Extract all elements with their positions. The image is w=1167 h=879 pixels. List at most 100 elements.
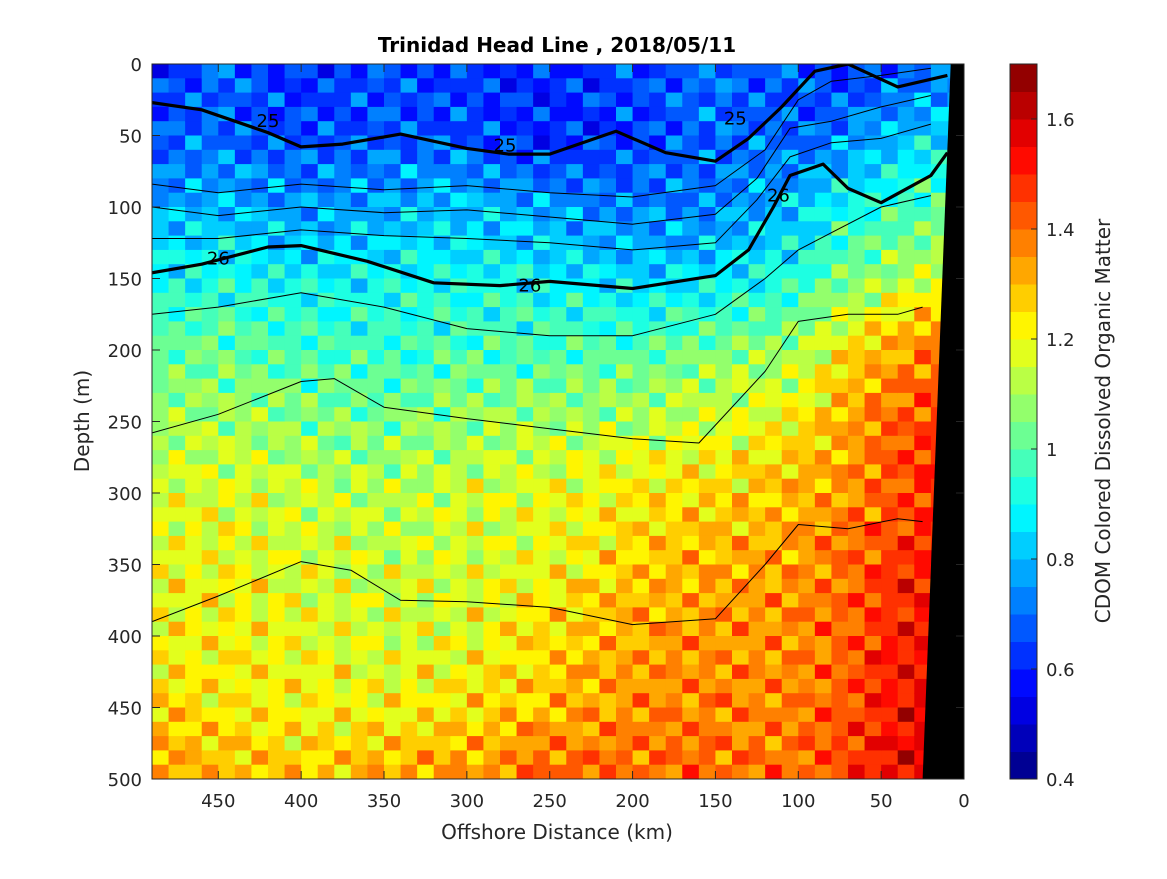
heatmap-cell bbox=[185, 478, 203, 494]
heatmap-cell bbox=[582, 407, 601, 423]
heatmap-cell bbox=[516, 149, 534, 165]
heatmap-cell bbox=[582, 392, 601, 408]
heatmap-cell bbox=[466, 407, 485, 423]
heatmap-cell bbox=[649, 249, 667, 265]
heatmap-cell bbox=[897, 378, 915, 394]
heatmap-cell bbox=[284, 621, 302, 637]
heatmap-cell bbox=[152, 321, 170, 337]
heatmap-cell bbox=[864, 736, 882, 751]
heatmap-cell bbox=[881, 106, 899, 122]
heatmap-cell bbox=[781, 736, 799, 751]
heatmap-cell bbox=[848, 421, 866, 437]
heatmap-cell bbox=[533, 121, 551, 137]
heatmap-cell bbox=[765, 493, 783, 508]
heatmap-cell bbox=[897, 621, 915, 637]
heatmap-cell bbox=[284, 464, 302, 480]
heatmap-cell bbox=[649, 736, 667, 751]
heatmap-cell bbox=[218, 335, 236, 351]
heatmap-cell bbox=[516, 321, 534, 337]
heatmap-cell bbox=[682, 135, 700, 151]
heatmap-cell bbox=[549, 678, 567, 694]
heatmap-cell bbox=[682, 421, 700, 437]
heatmap-cell bbox=[616, 435, 634, 451]
heatmap-cell bbox=[301, 550, 319, 566]
heatmap-cell bbox=[168, 192, 186, 208]
heatmap-cell bbox=[384, 178, 402, 194]
heatmap-cell bbox=[450, 364, 468, 380]
heatmap-cell bbox=[665, 221, 683, 237]
heatmap-cell bbox=[616, 350, 634, 365]
heatmap-cell bbox=[234, 593, 253, 608]
heatmap-cell bbox=[350, 750, 369, 766]
heatmap-cell bbox=[234, 421, 253, 437]
heatmap-cell bbox=[516, 636, 534, 651]
heatmap-cell bbox=[284, 192, 302, 208]
heatmap-cell bbox=[897, 392, 915, 408]
heatmap-cell bbox=[748, 621, 766, 637]
heatmap-cell bbox=[582, 693, 601, 709]
heatmap-cell bbox=[251, 421, 269, 437]
heatmap-cell bbox=[152, 707, 170, 723]
heatmap-cell bbox=[765, 678, 783, 694]
heatmap-cell bbox=[682, 78, 700, 94]
heatmap-cell bbox=[864, 364, 882, 380]
heatmap-cell bbox=[268, 478, 286, 494]
heatmap-cell bbox=[533, 64, 551, 79]
heatmap-cell bbox=[566, 521, 584, 537]
y-tick-label: 350 bbox=[108, 556, 142, 577]
heatmap-cell bbox=[599, 264, 617, 280]
heatmap-cell bbox=[450, 736, 468, 751]
heatmap-cell bbox=[665, 736, 683, 751]
heatmap-cell bbox=[450, 764, 468, 779]
colorbar-swatch bbox=[1010, 64, 1037, 92]
heatmap-cell bbox=[450, 407, 468, 423]
heatmap-cell bbox=[201, 450, 219, 465]
heatmap-cell bbox=[765, 750, 783, 766]
heatmap-cell bbox=[914, 650, 932, 666]
heatmap-cell bbox=[417, 550, 435, 566]
heatmap-cell bbox=[831, 521, 849, 537]
heatmap-cell bbox=[831, 135, 849, 151]
heatmap-cell bbox=[864, 550, 882, 566]
heatmap-cell bbox=[201, 507, 219, 523]
heatmap-cell bbox=[500, 321, 518, 337]
heatmap-cell bbox=[549, 78, 567, 94]
heatmap-cell bbox=[384, 736, 402, 751]
heatmap-cell bbox=[566, 221, 584, 237]
colorbar-swatch bbox=[1010, 559, 1037, 587]
heatmap-cell bbox=[798, 707, 816, 723]
heatmap-cell bbox=[781, 578, 799, 594]
heatmap-cell bbox=[649, 350, 667, 365]
heatmap-cell bbox=[400, 378, 418, 394]
heatmap-cell bbox=[848, 435, 866, 451]
heatmap-cell bbox=[367, 178, 385, 194]
heatmap-cell bbox=[433, 364, 451, 380]
heatmap-cell bbox=[152, 164, 170, 179]
heatmap-cell bbox=[168, 693, 186, 709]
heatmap-cell bbox=[649, 450, 667, 465]
heatmap-cell bbox=[400, 693, 418, 709]
heatmap-cell bbox=[881, 507, 899, 523]
heatmap-cell bbox=[284, 264, 302, 280]
heatmap-cell bbox=[301, 578, 319, 594]
heatmap-cell bbox=[616, 164, 634, 179]
heatmap-cell bbox=[549, 578, 567, 594]
heatmap-cell bbox=[533, 350, 551, 365]
heatmap-cell bbox=[516, 135, 534, 151]
heatmap-cell bbox=[864, 378, 882, 394]
heatmap-cell bbox=[466, 721, 485, 737]
heatmap-cell bbox=[483, 235, 501, 251]
heatmap-cell bbox=[284, 221, 302, 237]
heatmap-cell bbox=[350, 464, 369, 480]
heatmap-cell bbox=[732, 693, 750, 709]
heatmap-cell bbox=[665, 750, 683, 766]
heatmap-cell bbox=[516, 64, 534, 79]
heatmap-cell bbox=[599, 478, 617, 494]
colorbar-swatch bbox=[1010, 696, 1037, 725]
heatmap-cell bbox=[400, 721, 418, 737]
heatmap-cell bbox=[715, 121, 733, 137]
heatmap-cell bbox=[417, 621, 435, 637]
colorbar-tick-label: 1.6 bbox=[1046, 110, 1075, 131]
contour-label: 26 bbox=[518, 276, 541, 297]
heatmap-cell bbox=[732, 307, 750, 322]
